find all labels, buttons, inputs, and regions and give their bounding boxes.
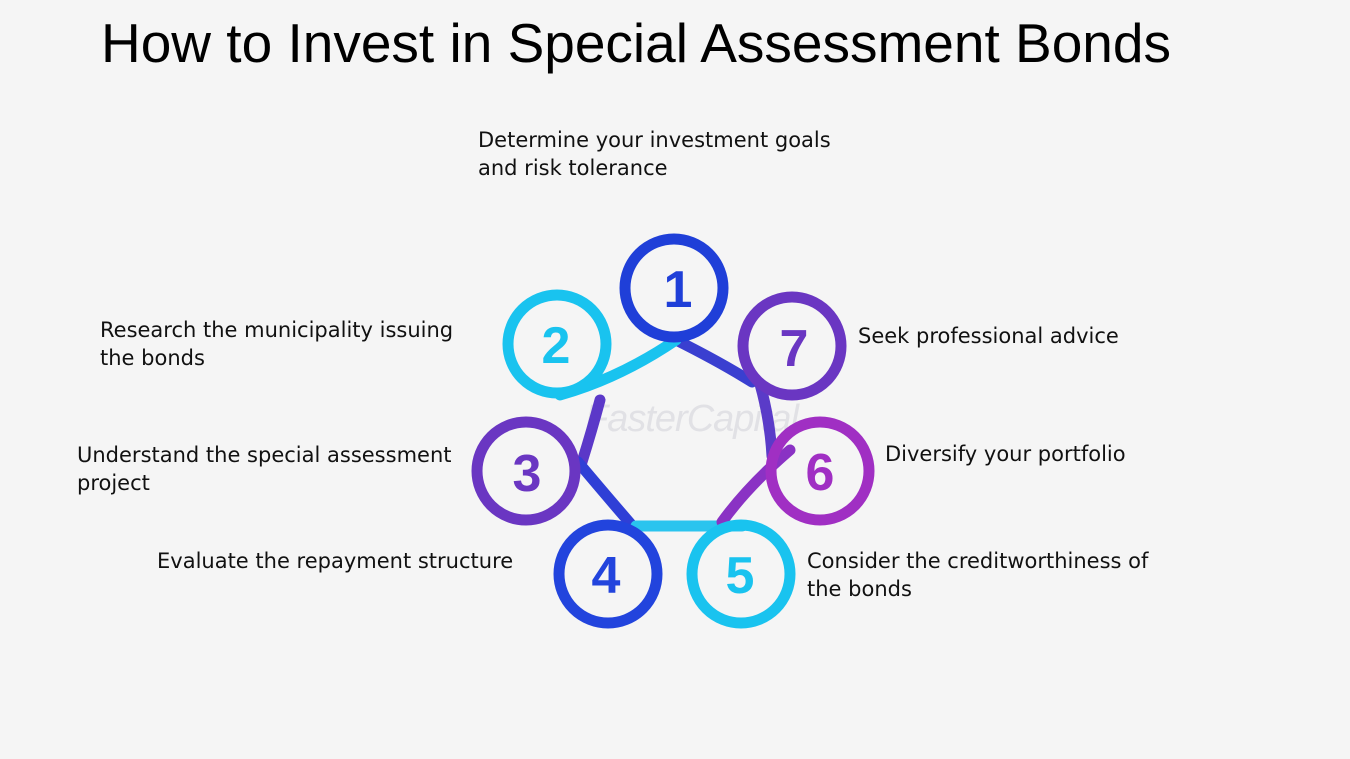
step-3-loop: 3: [471, 416, 581, 526]
step-3-circle: [471, 416, 581, 526]
step-2-loop: 2: [502, 289, 612, 399]
step-6-number: 6: [806, 444, 835, 502]
step-6-label: Diversify your portfolio: [885, 442, 1126, 466]
step-3-label: Understand the special assessment projec…: [77, 443, 452, 495]
step-1-circle: [619, 233, 729, 343]
connector-2-3: [576, 394, 606, 468]
connector-5-6: [716, 444, 796, 528]
step-2-label: Research the municipality issuing the bo…: [100, 318, 454, 370]
step-7-number: 7: [780, 320, 809, 378]
page-title: How to Invest in Special Assessment Bond…: [101, 12, 1171, 74]
step-4-circle: [553, 519, 663, 629]
step-2-circle: [502, 289, 612, 399]
connector-3-4: [572, 456, 642, 536]
step-1-loop: 1: [619, 233, 729, 343]
step-1-label: Determine your investment goals and risk…: [478, 128, 831, 180]
step-7-loop: 7: [737, 291, 847, 401]
step-7-circle: [737, 291, 847, 401]
step-6-circle: [765, 416, 875, 526]
step-4-label: Evaluate the repayment structure: [157, 549, 514, 573]
step-2-number: 2: [542, 317, 571, 375]
step-5-number: 5: [726, 547, 755, 605]
step-6-loop: 6: [765, 416, 875, 526]
step-5-loop: 5: [686, 519, 796, 629]
connector-1-7: [670, 334, 758, 388]
step-4-loop: 4: [553, 519, 663, 629]
step-5-label: Consider the creditworthiness of the bon…: [807, 549, 1149, 601]
step-4-number: 4: [592, 547, 621, 605]
step-3-number: 3: [513, 445, 542, 503]
step-5-circle: [686, 519, 796, 629]
step-7-label: Seek professional advice: [858, 324, 1119, 348]
step-1-number: 1: [664, 261, 693, 319]
